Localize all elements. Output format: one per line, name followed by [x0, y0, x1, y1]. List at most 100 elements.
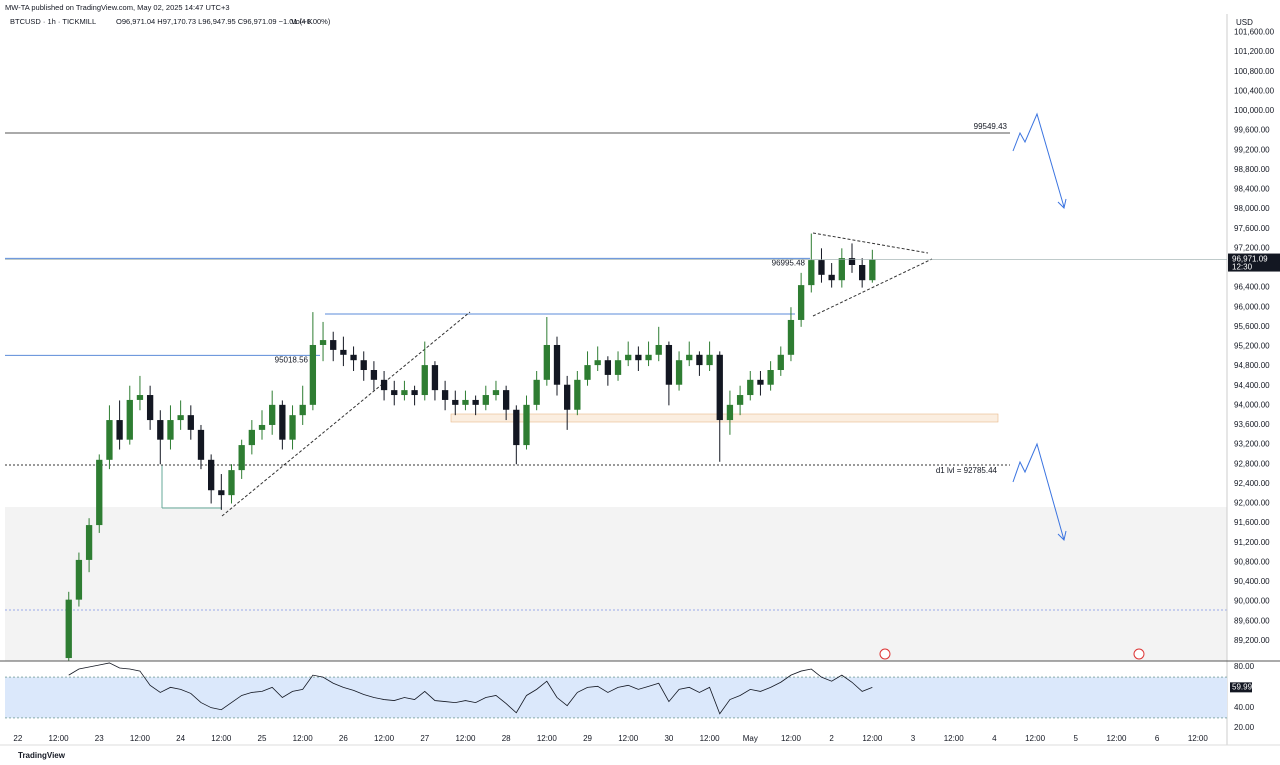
rsi-tick-label: 80.00 — [1234, 662, 1255, 671]
candle-body — [441, 390, 449, 400]
currency: USD — [1236, 18, 1253, 27]
x-tick-label: 12:00 — [130, 734, 151, 743]
candle-body — [848, 258, 856, 265]
x-tick-label: 26 — [339, 734, 348, 743]
candle-body — [330, 340, 337, 350]
x-tick-label: May — [743, 734, 758, 743]
x-tick-label: 12:00 — [1106, 734, 1127, 743]
candle-body — [777, 354, 784, 371]
zone — [5, 507, 1227, 661]
candle-body — [553, 344, 561, 385]
y-tick-label: 99,600.00 — [1234, 126, 1270, 135]
level-label: 95018.56 — [275, 355, 309, 364]
x-tick-label: 12:00 — [862, 734, 883, 743]
candle-body — [391, 390, 398, 396]
y-tick-label: 90,000.00 — [1234, 597, 1270, 606]
candle-body — [411, 390, 418, 396]
level-label: d1 lvl = 92785.44 — [936, 466, 998, 475]
candle-body — [604, 360, 612, 375]
candle-body — [106, 420, 113, 460]
candle-body — [808, 260, 815, 286]
candle-body — [75, 559, 83, 600]
y-tick-label: 94,400.00 — [1234, 381, 1270, 390]
symbol: BTCUSD · 1h · TICKMILL — [10, 17, 96, 26]
candle-body — [828, 274, 835, 281]
x-tick-label: 12:00 — [537, 734, 558, 743]
projection-arrow — [1012, 112, 1067, 209]
candle-body — [706, 354, 713, 366]
triangle-line — [812, 258, 933, 317]
candle-body — [614, 360, 622, 375]
y-tick-label: 95,600.00 — [1234, 322, 1270, 331]
price-tag — [1228, 253, 1280, 272]
candle-body — [818, 260, 825, 275]
candle-body — [136, 395, 144, 400]
candle-body — [360, 360, 367, 371]
trend-line — [221, 311, 471, 517]
x-tick-label: 12:00 — [374, 734, 395, 743]
x-tick-label: 12:00 — [944, 734, 965, 743]
x-tick-label: 5 — [1074, 734, 1079, 743]
event-icon[interactable] — [1133, 648, 1145, 660]
candle-body — [787, 319, 795, 355]
y-tick-label: 93,200.00 — [1234, 440, 1270, 449]
triangle-line — [812, 232, 929, 254]
candle-body — [767, 370, 774, 385]
x-tick-label: 23 — [95, 734, 104, 743]
candle-body — [85, 525, 93, 560]
y-tick-label: 97,200.00 — [1234, 243, 1270, 252]
x-tick-label: 28 — [502, 734, 511, 743]
x-tick-label: 12:00 — [618, 734, 639, 743]
x-tick-label: 12:00 — [781, 734, 802, 743]
y-tick-label: 92,400.00 — [1234, 479, 1270, 488]
candle-body — [686, 354, 693, 361]
candle-body — [492, 390, 500, 396]
rsi-tick-label: 40.00 — [1234, 703, 1255, 712]
y-tick-label: 90,400.00 — [1234, 577, 1270, 586]
candle-body — [96, 459, 103, 526]
candle-body — [65, 599, 72, 659]
candle-body — [482, 395, 489, 405]
candle-body — [218, 490, 225, 496]
x-tick-label: 3 — [911, 734, 916, 743]
candle-body — [838, 258, 845, 281]
y-tick-label: 101,200.00 — [1234, 47, 1275, 56]
candle-body — [859, 264, 866, 281]
candle-body — [716, 354, 723, 421]
x-tick-label: 6 — [1155, 734, 1160, 743]
candle-body — [533, 379, 540, 405]
candle-body — [523, 404, 530, 446]
candle-body — [187, 415, 194, 430]
x-tick-label: 22 — [13, 734, 22, 743]
y-tick-label: 91,600.00 — [1234, 518, 1270, 527]
candle-body — [157, 420, 164, 440]
candle-body — [258, 424, 266, 430]
y-tick-label: 89,600.00 — [1234, 616, 1270, 625]
candle-body — [126, 399, 133, 440]
rsi-tag-label: 59.99 — [1232, 682, 1253, 691]
candle-body — [747, 379, 754, 396]
candle-body — [564, 384, 571, 410]
candle-body — [696, 354, 703, 366]
candle-body — [431, 365, 439, 391]
candle-body — [167, 420, 174, 440]
candle-body — [543, 344, 550, 380]
y-tick-label: 100,800.00 — [1234, 67, 1275, 76]
candle-body — [635, 354, 642, 361]
candle-body — [574, 379, 581, 410]
x-tick-label: 29 — [583, 734, 592, 743]
level-label: 96995.48 — [772, 258, 806, 267]
candle-body — [665, 344, 673, 385]
candle-body — [279, 404, 286, 440]
y-tick-label: 96,000.00 — [1234, 302, 1270, 311]
candle-body — [625, 354, 632, 361]
x-tick-label: 12:00 — [211, 734, 232, 743]
event-icon[interactable] — [879, 648, 891, 660]
y-tick-label: 96,400.00 — [1234, 283, 1270, 292]
y-tick-label: 98,800.00 — [1234, 165, 1270, 174]
candle-body — [340, 349, 347, 355]
zone-box — [450, 413, 999, 423]
x-tick-label: 24 — [176, 734, 185, 743]
y-tick-label: 92,000.00 — [1234, 499, 1270, 508]
y-tick-label: 98,000.00 — [1234, 204, 1270, 213]
